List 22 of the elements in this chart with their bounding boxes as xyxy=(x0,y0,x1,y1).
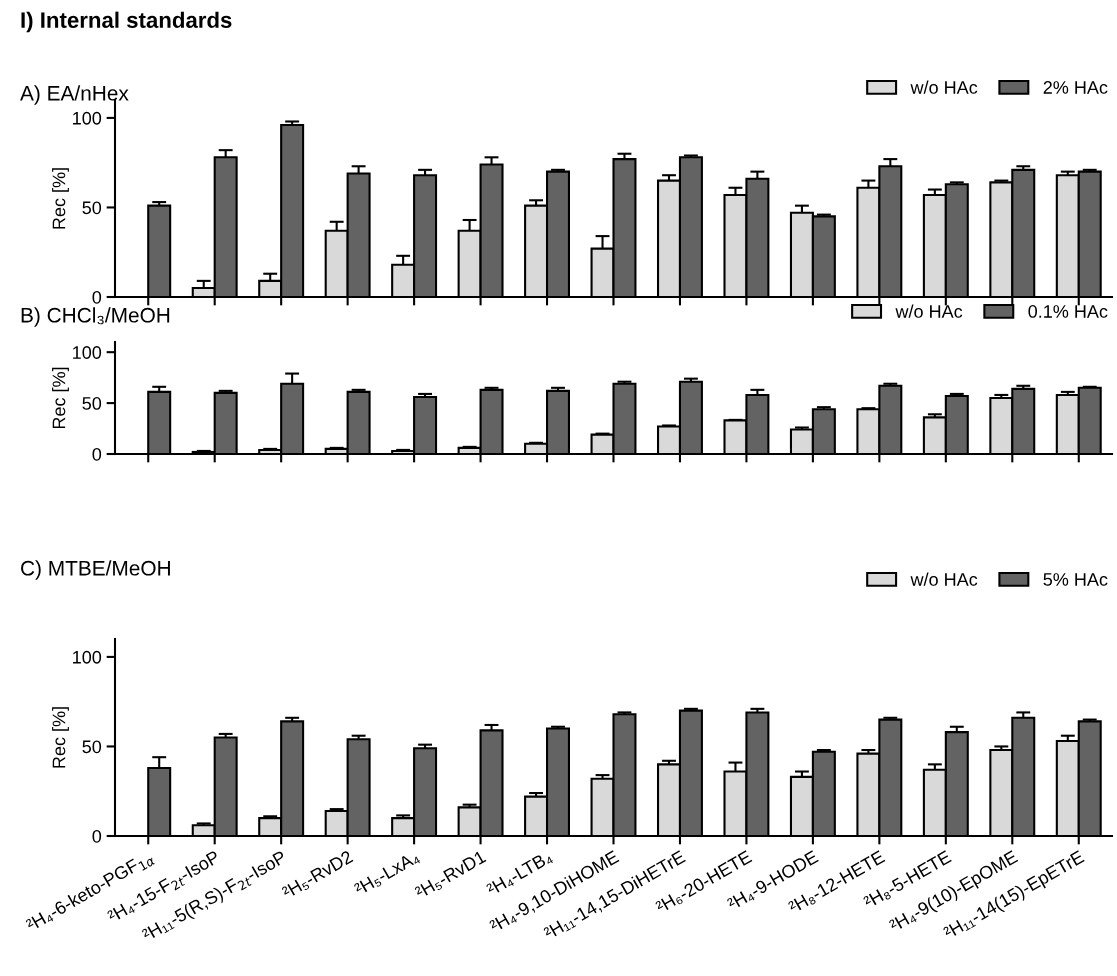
legend-label: w/o HAc xyxy=(910,572,978,586)
y-tick-label: 50 xyxy=(82,740,102,754)
y-tick-label: 50 xyxy=(82,201,102,215)
legend-label: w/o HAc xyxy=(895,304,963,318)
chart-title: I) Internal standards xyxy=(21,11,232,33)
y-axis-title: Rec [%] xyxy=(52,367,69,429)
chart-subtitle: A) EA/nHex xyxy=(20,85,129,105)
legend-label: 0.1% HAc xyxy=(1028,305,1108,318)
y-axis-title: Rec [%] xyxy=(52,168,69,229)
y-tick-label: 50 xyxy=(82,397,102,410)
y-tick-label: 100 xyxy=(73,111,102,125)
y-tick-label: 0 xyxy=(92,447,102,461)
y-tick-label: 0 xyxy=(92,290,102,304)
legend-label: 2% HAc xyxy=(1043,81,1108,94)
y-axis-title: Rec [%] xyxy=(52,707,69,768)
legend-label: w/o HAc xyxy=(910,80,978,94)
y-tick-label: 100 xyxy=(73,346,102,359)
chart-subtitle: B) CHCl₃/MeOH xyxy=(21,307,170,327)
y-tick-label: 100 xyxy=(73,650,102,664)
chart-subtitle: C) MTBE/MeOH xyxy=(21,560,170,580)
legend-label: 5% HAc xyxy=(1043,573,1108,586)
y-tick-label: 0 xyxy=(92,829,102,843)
